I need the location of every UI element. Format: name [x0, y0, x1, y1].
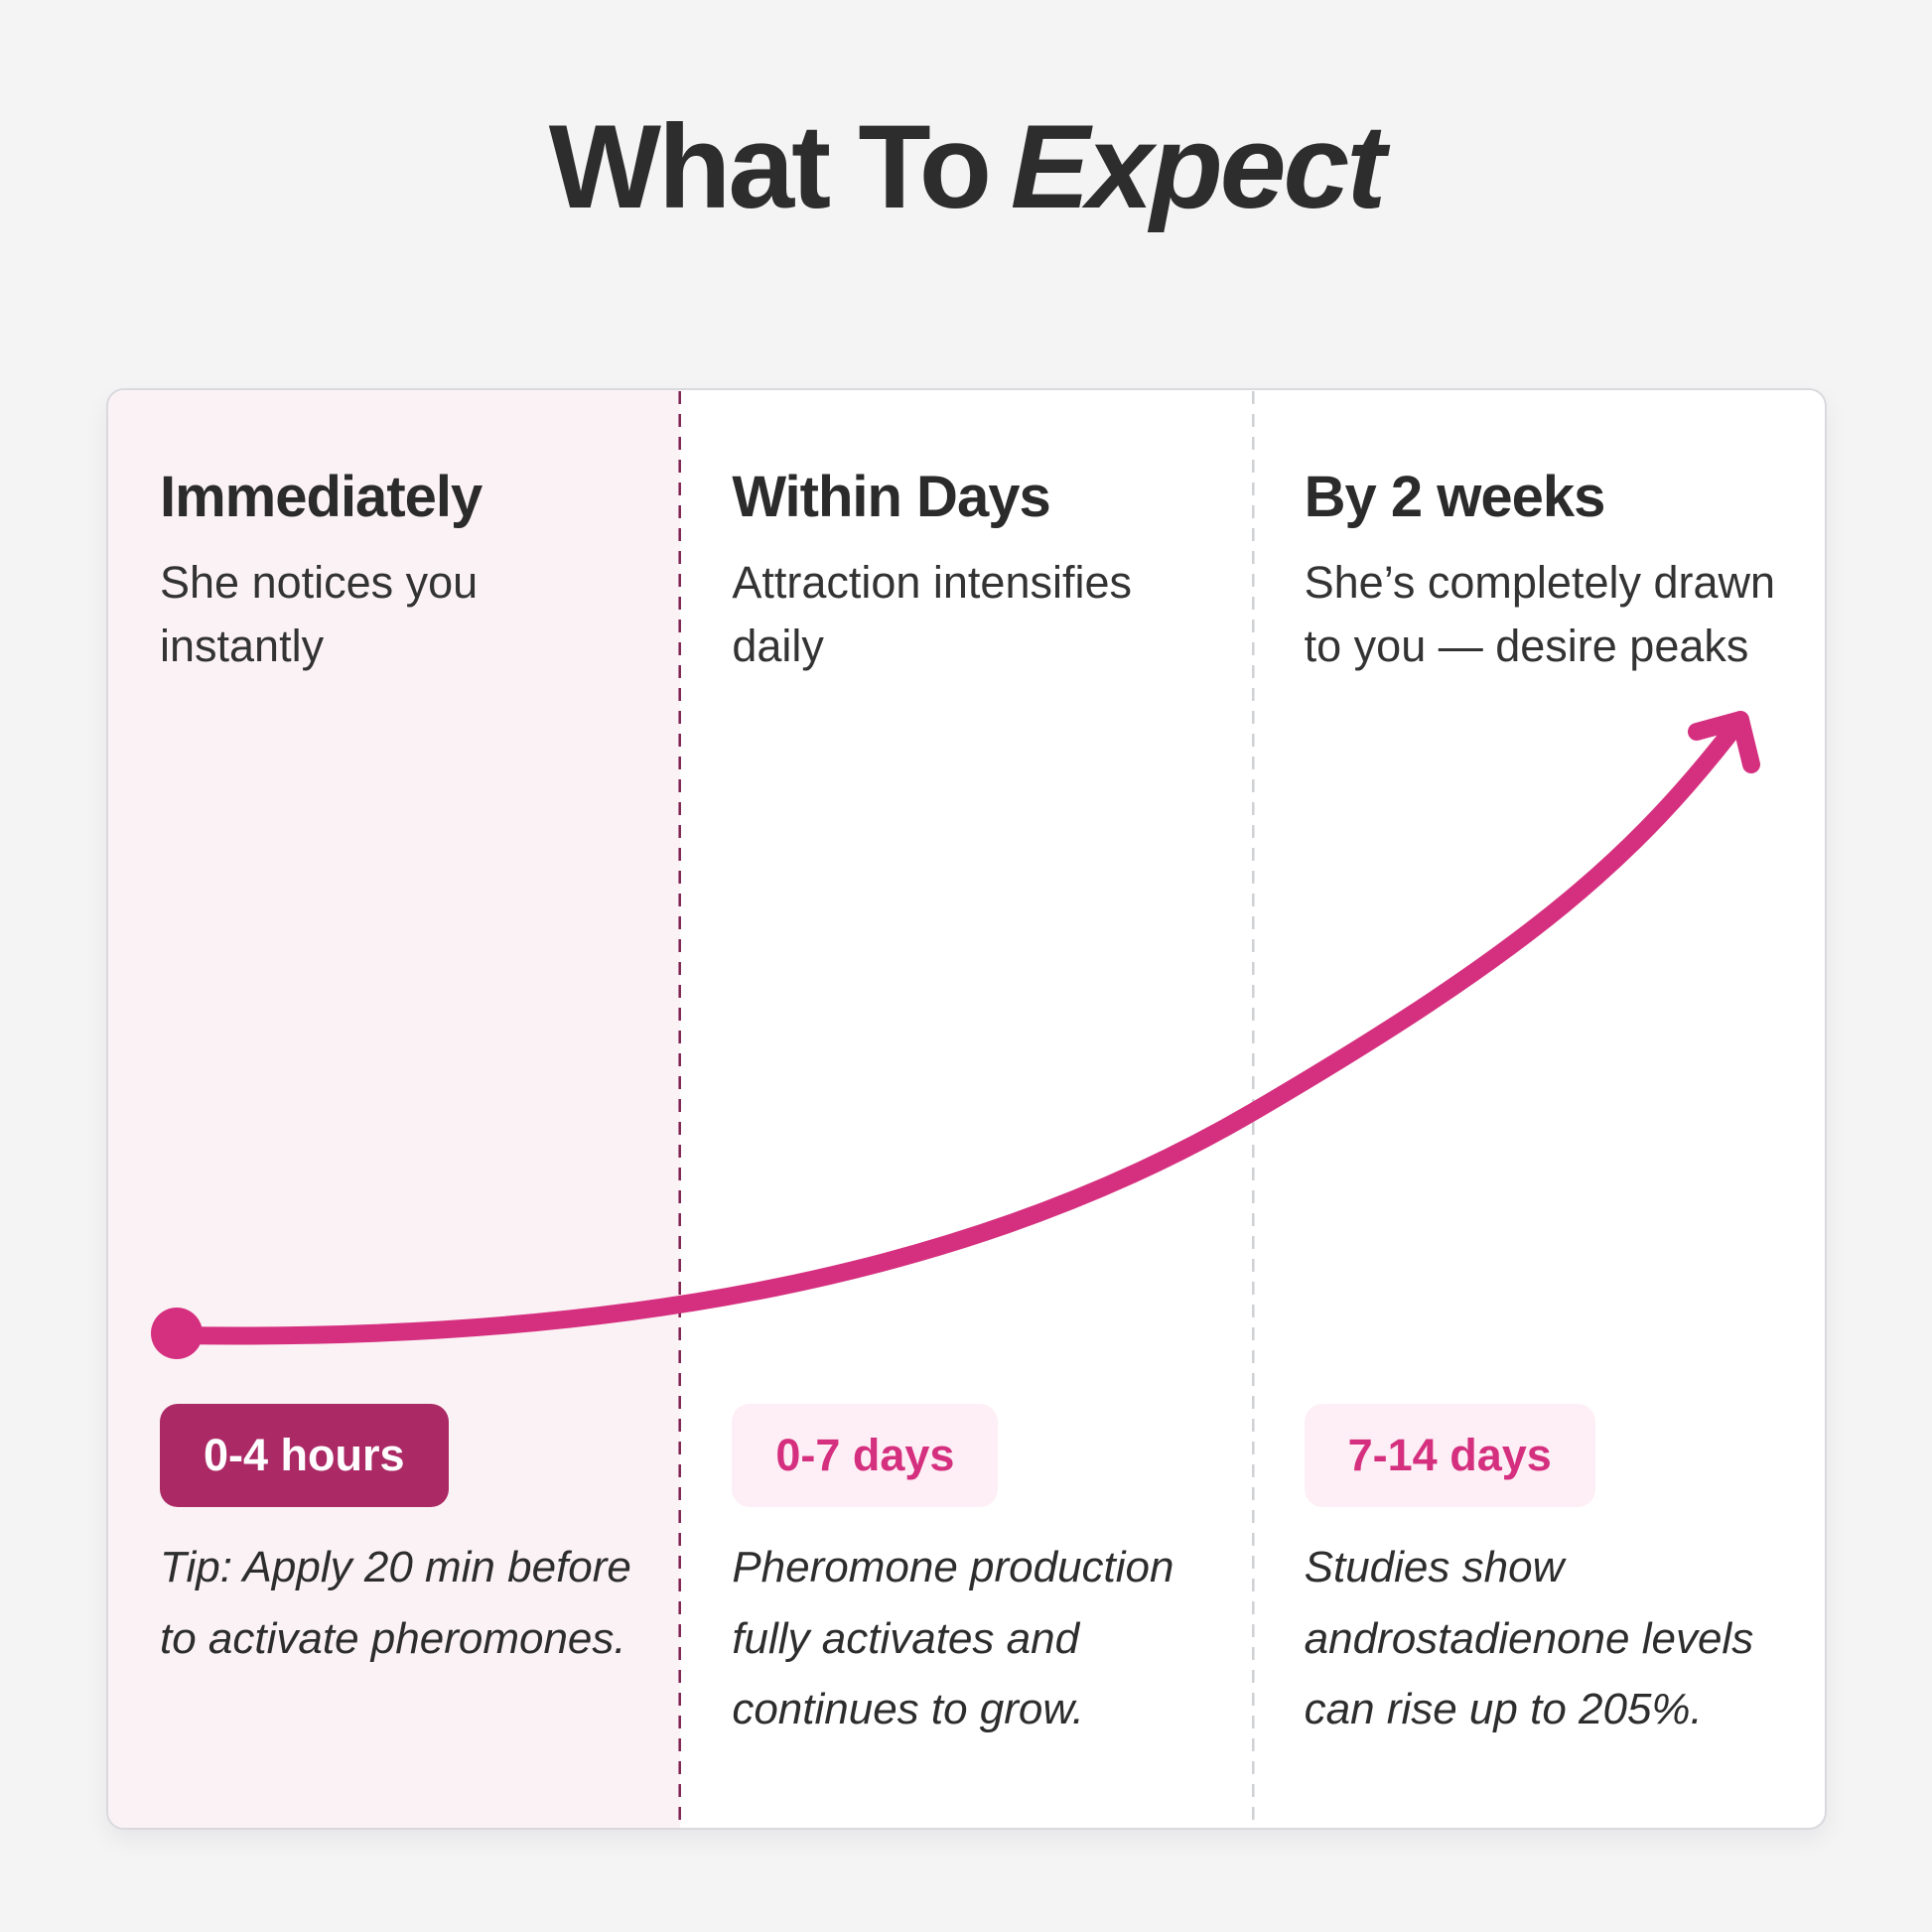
page-title: What To Expect	[0, 95, 1932, 238]
phase-column-within-days: Within Days Attraction intensifies daily…	[680, 390, 1252, 1828]
phase-column-by-2-weeks: By 2 weeks She’s completely drawn to you…	[1253, 390, 1825, 1828]
page-title-regular: What To	[548, 100, 992, 233]
phase-heading: Within Days	[732, 465, 1050, 529]
time-badge: 7-14 days	[1304, 1404, 1595, 1507]
badge-row: 7-14 days	[1304, 1404, 1595, 1507]
phase-description: Attraction intensifies daily	[732, 557, 1133, 672]
phase-note: Pheromone production fully activates and…	[732, 1543, 1174, 1734]
time-badge: 0-4 hours	[160, 1404, 449, 1507]
badge-row: 0-4 hours	[160, 1404, 449, 1507]
phase-description: She’s completely drawn to you — desire p…	[1304, 557, 1776, 672]
phase-heading: Immediately	[160, 465, 483, 529]
phase-column-immediately: Immediately She notices you instantly 0-…	[108, 390, 681, 1828]
phase-description: She notices you instantly	[160, 557, 479, 672]
badge-row: 0-7 days	[732, 1404, 999, 1507]
phase-note: Tip: Apply 20 min before to activate phe…	[160, 1543, 631, 1663]
phase-note: Studies show androstadienone levels can …	[1304, 1543, 1754, 1734]
page-title-italic: Expect	[1010, 100, 1387, 233]
time-badge: 0-7 days	[732, 1404, 999, 1507]
timeline-card: Immediately She notices you instantly 0-…	[106, 388, 1827, 1830]
phase-heading: By 2 weeks	[1304, 465, 1606, 529]
